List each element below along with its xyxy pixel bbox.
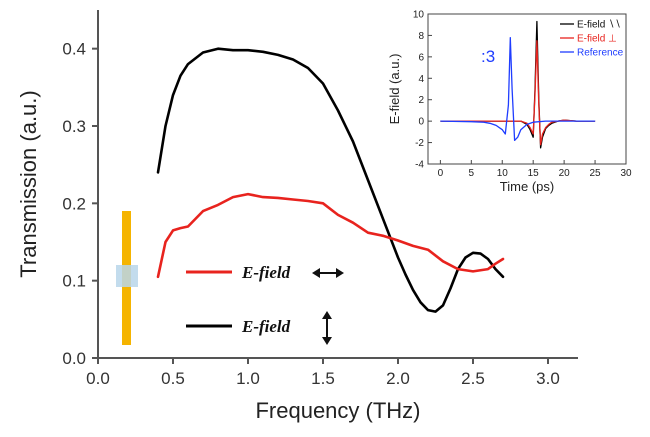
inset-legend-label: Reference bbox=[577, 48, 624, 59]
legend-item-vertical: E-field bbox=[186, 311, 332, 345]
legend-label-horizontal: E-field bbox=[241, 263, 291, 282]
legend-item-horizontal: E-field bbox=[186, 263, 344, 282]
inset-y-axis-title: E-field (a.u.) bbox=[387, 54, 402, 125]
y-tick-label: 0.3 bbox=[62, 117, 86, 136]
x-tick-label: 2.0 bbox=[386, 369, 410, 388]
series-group bbox=[156, 47, 505, 313]
inset-plot: -4 -2 0 2 4 6 8 10 0 5 10 15 20 25 30 Time (ps) E-fie… bbox=[387, 10, 632, 195]
inset-y-tick-label: 0 bbox=[418, 117, 424, 128]
inset-frame bbox=[427, 13, 627, 165]
sample-overlay bbox=[116, 265, 138, 287]
x-tick-label: 1.5 bbox=[311, 369, 335, 388]
inset-legend-label: E-field ∖∖ bbox=[577, 20, 621, 31]
inset-series-group bbox=[440, 20, 596, 149]
inset-legend: E-field ∖∖ E-field ⊥ Reference bbox=[560, 20, 624, 59]
inset-annotation: :3 bbox=[481, 47, 495, 66]
inset-series-line-2 bbox=[440, 36, 596, 142]
x-tick-label: 3.0 bbox=[536, 369, 560, 388]
inset-y-tick-label: 4 bbox=[418, 74, 424, 85]
x-tick-group: 0.0 0.5 1.0 1.5 2.0 2.5 3.0 bbox=[86, 358, 560, 388]
series-line-1 bbox=[156, 192, 505, 279]
inset-y-tick-label: 2 bbox=[418, 95, 424, 106]
x-axis-title: Frequency (THz) bbox=[255, 398, 420, 423]
series-line-0 bbox=[156, 47, 505, 313]
legend: E-field E-field bbox=[186, 263, 344, 345]
inset-y-tick-group: -4 -2 0 2 4 6 8 10 bbox=[413, 10, 432, 171]
y-tick-label: 0.1 bbox=[62, 272, 86, 291]
inset-x-tick-label: 15 bbox=[528, 168, 540, 179]
inset-y-tick-label: 6 bbox=[418, 52, 424, 63]
inset-x-tick-label: 25 bbox=[590, 168, 602, 179]
inset-x-tick-label: 20 bbox=[559, 168, 571, 179]
main-plot: 0.0 0.1 0.2 0.3 0.4 0.0 0.5 1.0 1.5 2.0 2.5 3.0 Fr… bbox=[16, 10, 578, 423]
inset-series-line-0 bbox=[440, 20, 596, 149]
inset-y-tick-label: -2 bbox=[415, 138, 424, 149]
double-arrow-vertical-icon bbox=[322, 311, 332, 345]
x-tick-label: 0.0 bbox=[86, 369, 110, 388]
sample-marker bbox=[116, 211, 138, 345]
double-arrow-horizontal-icon bbox=[312, 268, 344, 278]
inset-x-tick-label: 0 bbox=[438, 168, 444, 179]
x-tick-label: 1.0 bbox=[236, 369, 260, 388]
inset-y-tick-label: -4 bbox=[415, 160, 424, 171]
inset-x-tick-label: 30 bbox=[620, 168, 632, 179]
y-axis-title: Transmission (a.u.) bbox=[16, 90, 41, 277]
legend-label-vertical: E-field bbox=[241, 317, 291, 336]
y-tick-label: 0.4 bbox=[62, 40, 86, 59]
y-tick-label: 0.0 bbox=[62, 349, 86, 368]
inset-x-tick-label: 5 bbox=[469, 168, 475, 179]
inset-y-tick-label: 8 bbox=[418, 31, 424, 42]
y-tick-label: 0.2 bbox=[62, 194, 86, 213]
inset-series-line-1 bbox=[440, 40, 596, 146]
inset-legend-label: E-field ⊥ bbox=[577, 34, 617, 45]
x-tick-label: 0.5 bbox=[161, 369, 185, 388]
inset-x-tick-group: 0 5 10 15 20 25 30 bbox=[438, 160, 632, 179]
inset-y-tick-label: 10 bbox=[413, 10, 425, 21]
inset-x-tick-label: 10 bbox=[497, 168, 509, 179]
x-tick-label: 2.5 bbox=[461, 369, 485, 388]
y-tick-group: 0.0 0.1 0.2 0.3 0.4 bbox=[62, 40, 98, 368]
inset-x-axis-title: Time (ps) bbox=[500, 179, 554, 194]
